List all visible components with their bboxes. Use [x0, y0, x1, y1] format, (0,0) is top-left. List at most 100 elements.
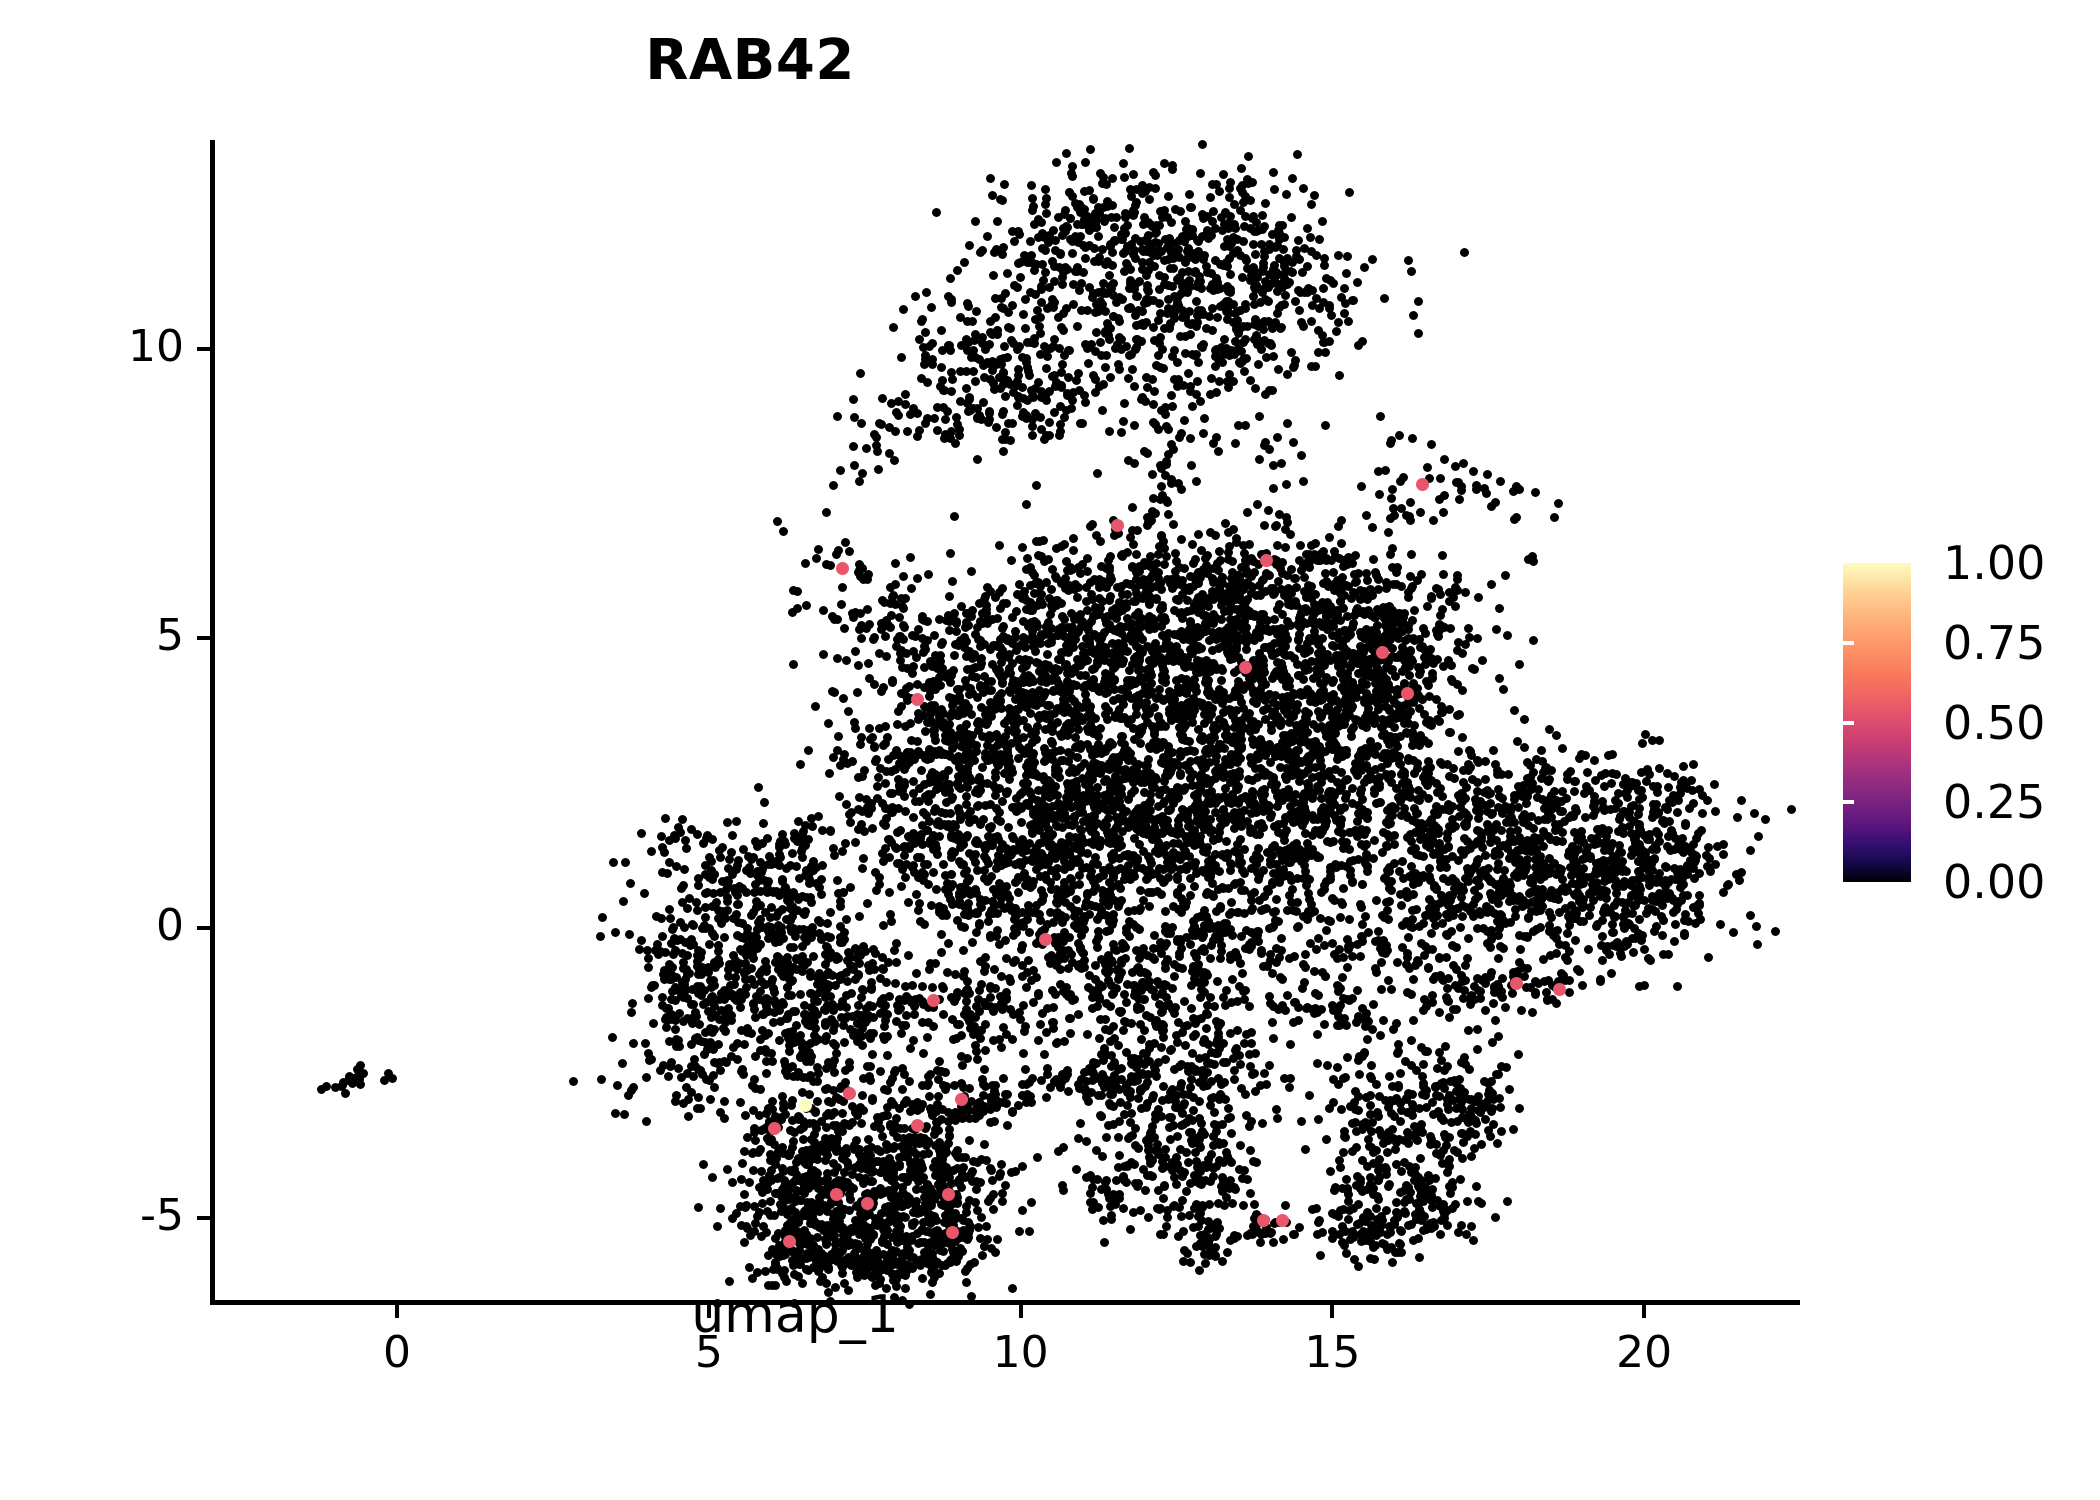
scatter-point [1088, 289, 1098, 299]
scatter-point [1110, 754, 1120, 764]
scatter-point [1013, 391, 1023, 401]
scatter-point [1042, 345, 1052, 355]
scatter-point [1325, 532, 1335, 542]
scatter-point [1041, 268, 1051, 278]
scatter-point [1123, 373, 1133, 383]
plot-axes: -5 0 5 10 0 5 10 15 20 [128, 140, 1800, 1378]
scatter-point [1103, 836, 1113, 846]
scatter-point [940, 386, 950, 396]
scatter-point [996, 293, 1006, 303]
scatter-point [1243, 151, 1253, 161]
scatter-point [988, 191, 998, 201]
scatter-point [1045, 387, 1055, 397]
scatter-point [1217, 226, 1227, 236]
scatter-point [892, 720, 902, 730]
scatter-point [1130, 246, 1140, 256]
scatter-point [1057, 231, 1067, 240]
scatter-point [1320, 348, 1330, 358]
scatter-point [938, 860, 948, 870]
scatter-point [835, 901, 845, 911]
scatter-point [918, 315, 928, 325]
scatter-point [1190, 857, 1200, 867]
scatter-point [1041, 677, 1051, 687]
scatter-point [1185, 319, 1195, 329]
scatter-point [1261, 198, 1271, 208]
scatter-point [1015, 273, 1025, 283]
scatter-point [1103, 714, 1113, 724]
scatter-point [1028, 201, 1038, 211]
scatter-point [871, 755, 881, 764]
scatter-point [1376, 412, 1386, 422]
scatter-point [990, 293, 1000, 303]
scatter-point [1289, 438, 1299, 448]
y-axis-spine [210, 140, 215, 1305]
scatter-point [1340, 308, 1350, 318]
scatter-point [1224, 605, 1234, 615]
scatter-point [1276, 459, 1286, 469]
scatter-point [1483, 470, 1493, 480]
scatter-point [1076, 744, 1086, 754]
scatter-point [1084, 282, 1094, 292]
scatter-point [1061, 221, 1071, 231]
scatter-point [922, 413, 932, 423]
scatter-point [1116, 802, 1126, 812]
scatter-point [1150, 171, 1160, 181]
scatter-point [1500, 570, 1510, 580]
scatter-point [1272, 540, 1282, 550]
scatter-point [1197, 209, 1207, 219]
scatter-point [995, 384, 1005, 394]
scatter-point [1036, 297, 1046, 307]
scatter-point [946, 426, 956, 436]
scatter-point [943, 291, 953, 301]
scatter-point [1101, 329, 1111, 339]
scatter-point [889, 456, 899, 466]
scatter-point [1315, 235, 1325, 245]
scatter-point [1168, 352, 1178, 362]
scatter-point [1380, 465, 1390, 475]
scatter-point [1094, 231, 1104, 241]
scatter-point [1408, 434, 1418, 444]
scatter-point [833, 876, 843, 886]
scatter-point [1308, 285, 1318, 295]
scatter-point [932, 403, 942, 413]
scatter-point [1120, 172, 1130, 182]
scatter-point [1473, 593, 1483, 603]
scatter-point [1209, 439, 1218, 449]
page-title: RAB42 [645, 28, 855, 93]
scatter-point [855, 368, 865, 378]
scatter-point [1230, 438, 1240, 448]
scatter-point [1052, 158, 1062, 168]
scatter-point [1021, 499, 1031, 509]
scatter-point [1100, 216, 1110, 226]
scatter-point [999, 719, 1009, 729]
scatter-point [1038, 896, 1048, 906]
scatter-point [1369, 555, 1379, 565]
scatter-point [1274, 254, 1284, 264]
scatter-point [1089, 745, 1099, 755]
scatter-point [1178, 313, 1188, 323]
scatter-point [1013, 364, 1023, 374]
scatter-point [1209, 286, 1219, 296]
scatter-point [977, 245, 987, 255]
scatter-point [1067, 169, 1077, 179]
scatter-point [1056, 380, 1066, 390]
scatter-point [1027, 430, 1037, 440]
scatter-point [1282, 681, 1292, 691]
scatter-point [1040, 200, 1050, 210]
scatter-point [1179, 629, 1189, 639]
scatter-point [1139, 213, 1149, 223]
scatter-point [995, 373, 1005, 383]
scatter-point [1295, 688, 1305, 698]
scatter-point [1082, 305, 1092, 315]
scatter-point [1003, 823, 1013, 833]
scatter-point [1002, 375, 1012, 385]
scatter-point [1142, 281, 1152, 291]
scatter-point [1027, 415, 1037, 425]
scatter-point [1249, 335, 1259, 345]
scatter-point [1264, 270, 1274, 280]
scatter-point [1063, 389, 1073, 399]
scatter-point [1241, 256, 1251, 266]
scatter-point [956, 366, 966, 376]
scatter-point [1021, 323, 1031, 333]
